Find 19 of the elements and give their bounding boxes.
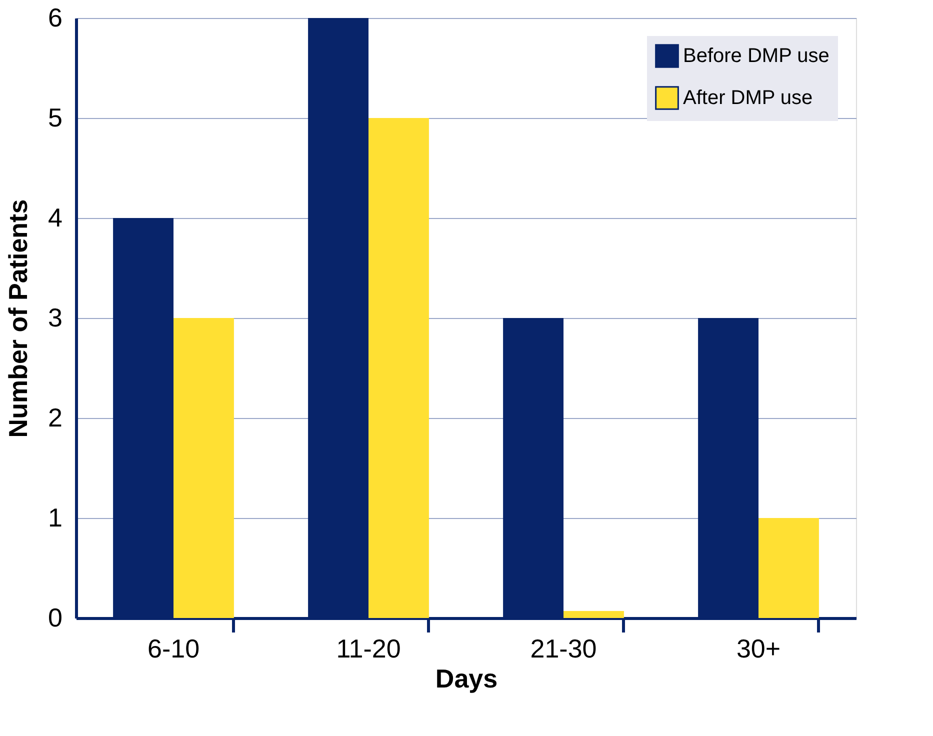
legend-label: After DMP use [683,87,813,109]
y-tick-label: 6 [48,2,62,32]
x-tick-label: 30+ [736,634,781,664]
bar [564,611,624,618]
y-tick-label: 5 [48,102,62,132]
y-tick-label: 1 [48,502,62,532]
bar [174,318,234,618]
legend-label: Before DMP use [683,45,830,67]
x-tick-label: 11-20 [336,634,401,664]
x-tick-label: 6-10 [147,634,200,664]
y-tick-label: 3 [48,302,62,332]
y-tick-label: 2 [48,402,62,432]
y-tick-label: 4 [48,202,62,232]
x-axis-title: Days [435,664,498,694]
x-tick-label: 21-30 [530,634,597,664]
bar [368,118,429,618]
y-tick-label: 0 [48,602,62,632]
bar [758,518,819,618]
y-axis-title: Number of Patients [3,199,34,438]
